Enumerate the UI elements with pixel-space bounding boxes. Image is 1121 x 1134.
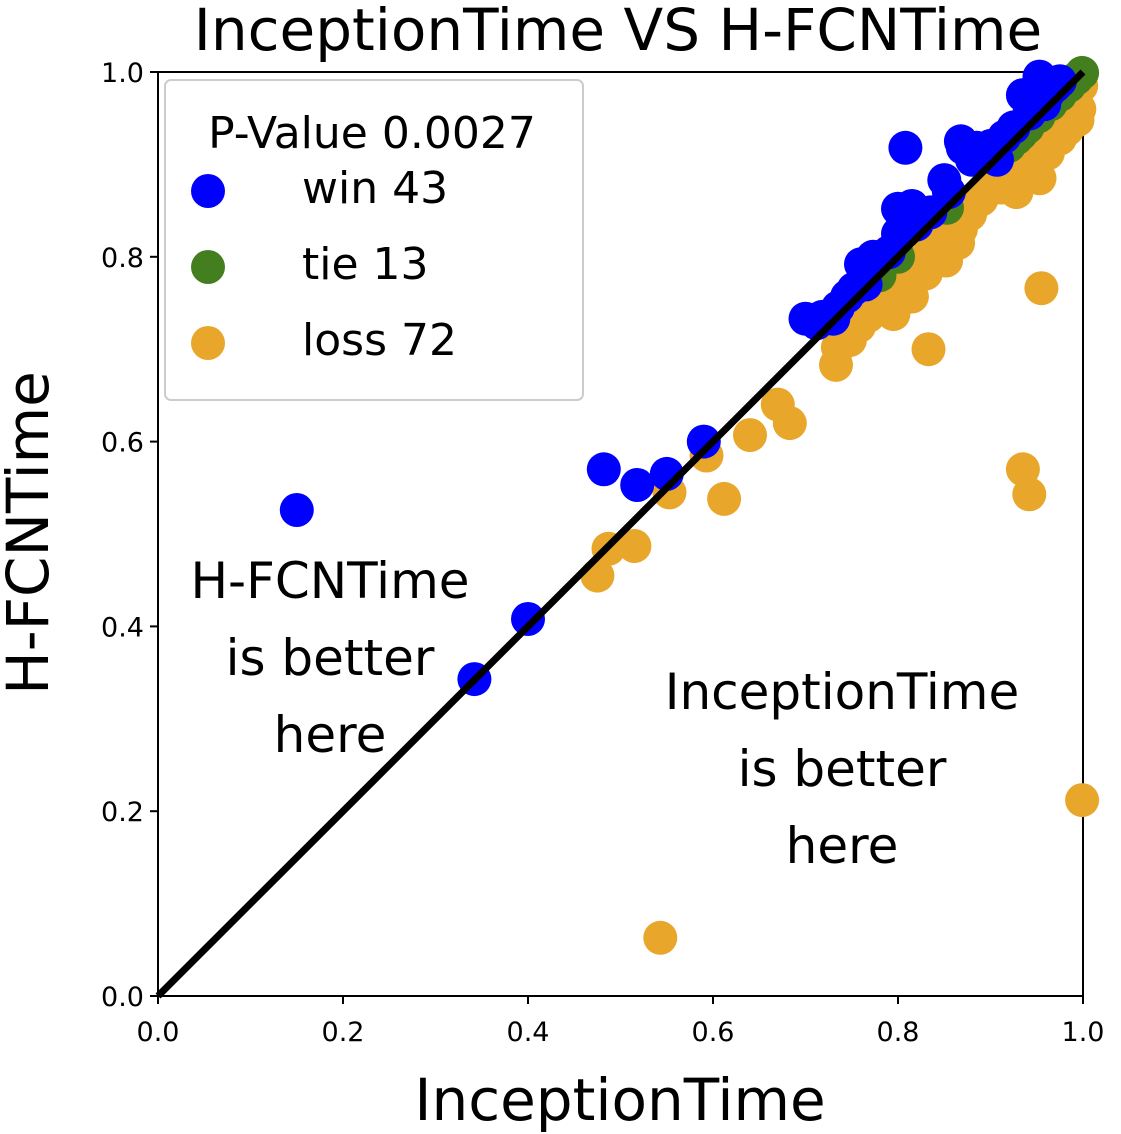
annotation-right: InceptionTime is better here [665, 663, 1020, 875]
legend-marker-loss [191, 326, 225, 360]
point-loss [888, 280, 923, 315]
x-tick-label: 0.0 [137, 1017, 180, 1048]
legend-title: P-Value 0.0027 [208, 108, 536, 159]
axis-ticks: 0.0 0.2 0.4 0.6 0.8 1.0 0.0 0.2 0.4 0.6 0.8 1.0 [101, 58, 1104, 1048]
annotation-right-line1: InceptionTime [665, 663, 1020, 721]
annotation-left-line3: here [274, 706, 387, 764]
diagonal-line [155, 69, 1086, 999]
legend: P-Value 0.0027 win 43 tie 13 loss 72 [164, 79, 584, 401]
point-win [686, 424, 721, 459]
point-loss [707, 481, 742, 516]
point-win [279, 493, 314, 527]
x-tick-label: 0.2 [322, 1017, 365, 1048]
point-win [511, 602, 545, 636]
point-loss [733, 418, 767, 453]
point-loss [1024, 271, 1059, 306]
x-tick-label: 1.0 [1062, 1017, 1105, 1048]
y-tick-label: 0.6 [101, 428, 144, 459]
point-win [1012, 96, 1047, 131]
y-axis-label: H-FCNTime [0, 371, 62, 695]
legend-marker-tie [191, 250, 225, 284]
y-tick-label: 0.8 [101, 243, 144, 274]
legend-label-tie: tie 13 [302, 239, 429, 290]
y-tick-label: 1.0 [101, 58, 144, 89]
point-win [620, 468, 655, 502]
y-tick-label: 0.2 [101, 797, 144, 828]
legend-label-loss: loss 72 [302, 315, 457, 366]
point-win [955, 142, 989, 177]
point-loss [772, 406, 807, 441]
point-win [586, 452, 621, 487]
legend-label-win: win 43 [302, 163, 448, 214]
x-tick-label: 0.6 [692, 1017, 735, 1048]
annotation-left-line1: H-FCNTime [190, 552, 469, 610]
point-loss [1012, 477, 1047, 512]
annotation-left-line2: is better [226, 629, 435, 687]
annotation-right-line2: is better [738, 740, 947, 798]
point-loss [643, 920, 678, 955]
point-loss [1065, 783, 1100, 818]
annotation-left: H-FCNTime is better here [190, 552, 469, 764]
annotation-right-line3: here [786, 817, 899, 875]
x-axis-label: InceptionTime [414, 1066, 825, 1134]
legend-marker-win [191, 174, 225, 208]
point-loss [617, 529, 652, 563]
y-tick-label: 0.4 [101, 612, 144, 643]
x-tick-label: 0.4 [507, 1017, 550, 1048]
legend-box [164, 79, 584, 401]
chart-title: InceptionTime VS H-FCNTime [194, 0, 1042, 64]
x-tick-label: 0.8 [877, 1017, 920, 1048]
y-tick-label: 0.0 [101, 982, 144, 1013]
plot-frame [157, 71, 1084, 997]
point-win [888, 130, 923, 165]
point-loss [911, 332, 946, 367]
